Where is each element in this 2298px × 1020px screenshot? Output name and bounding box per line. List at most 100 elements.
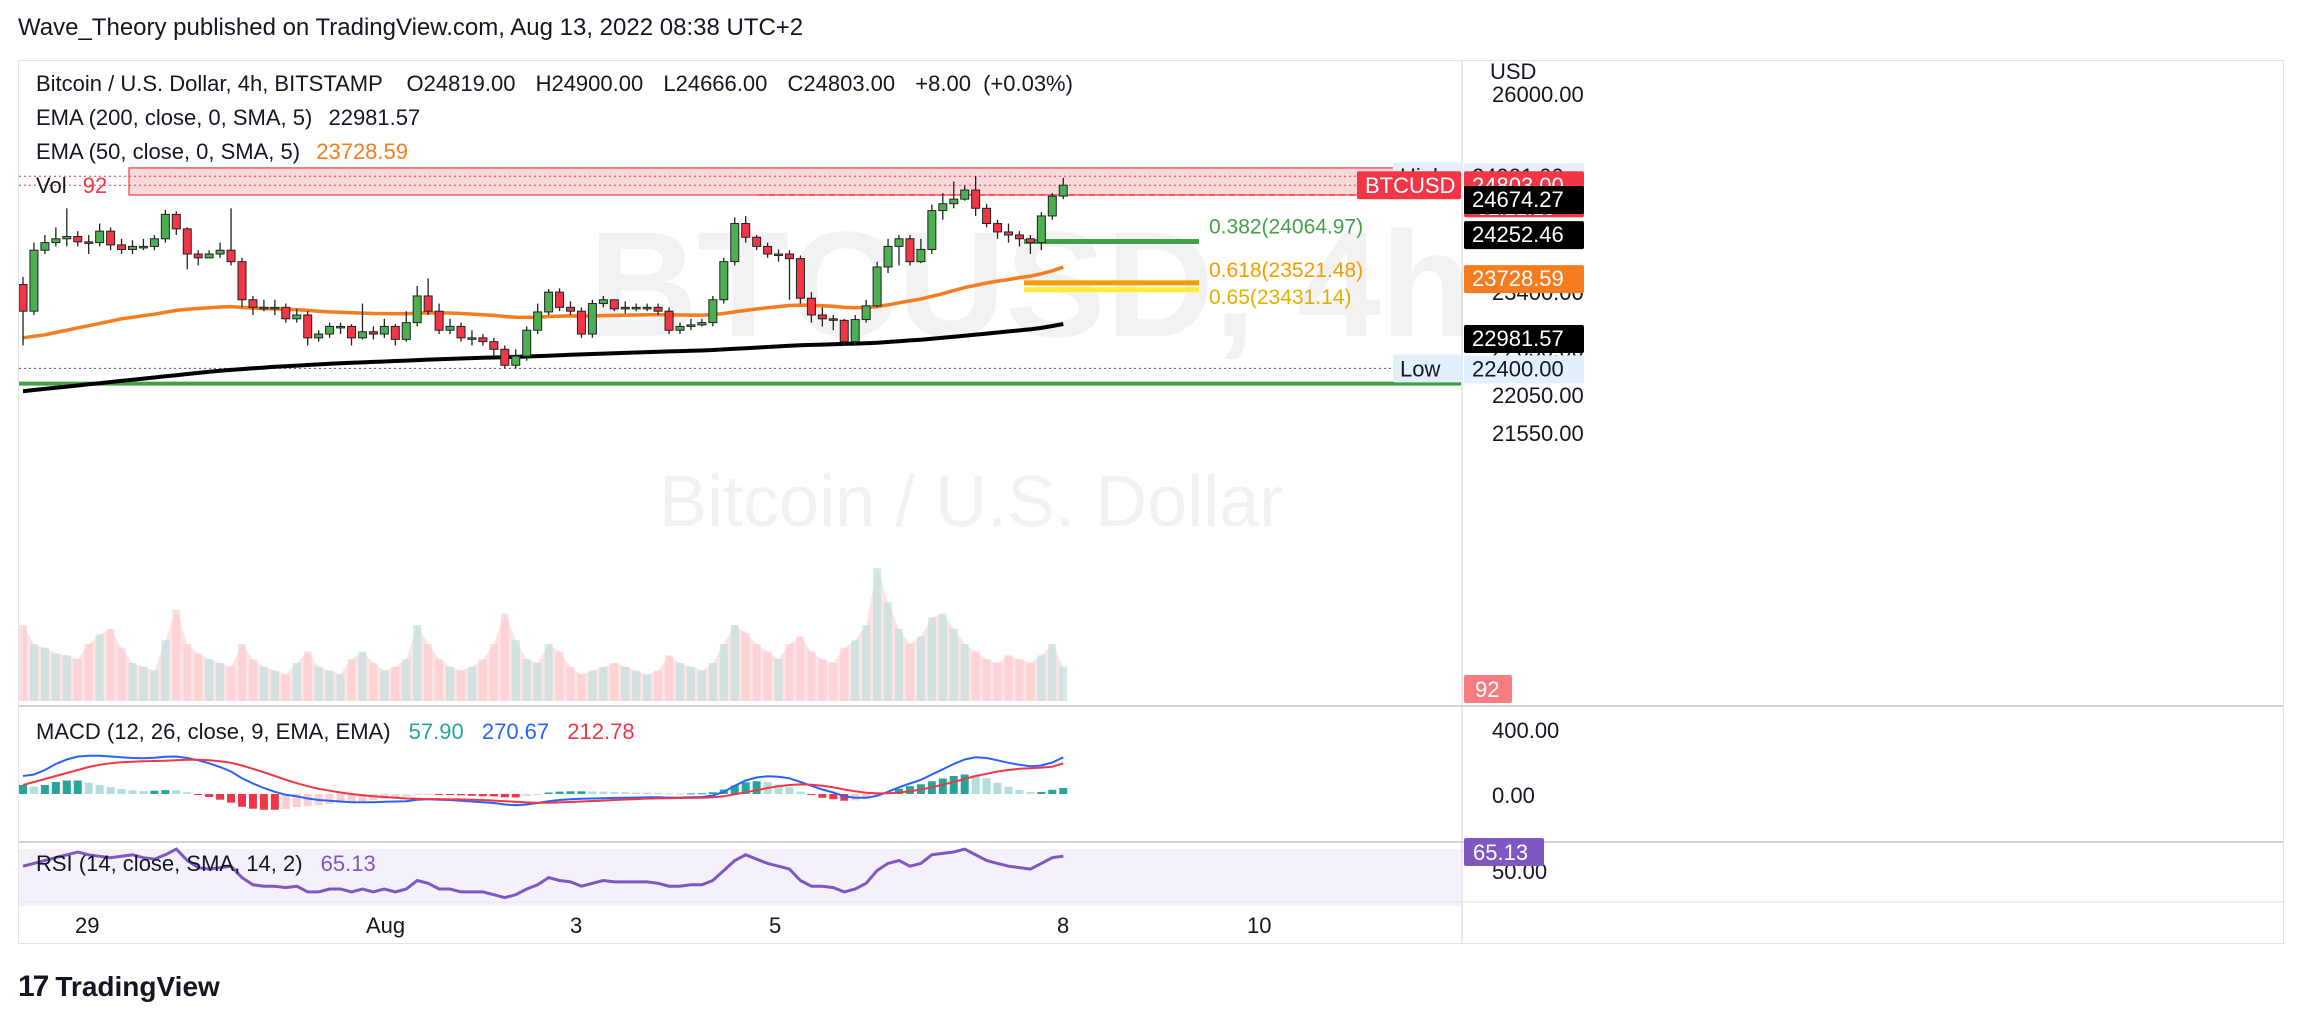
candle-body [653,306,663,312]
macd-histogram-bar [1048,789,1057,794]
macd-histogram-bar [161,790,170,794]
volume-bar [446,666,455,701]
volume-bar [960,644,969,701]
tradingview-logo[interactable]: 17 TradingView [18,970,220,1004]
candle-body [544,291,554,313]
volume-bar [489,644,498,701]
macd-line [22,754,1064,807]
volume-bar [708,663,717,701]
volume-bar [325,670,334,701]
macd-histogram-bar [1004,786,1013,794]
volume-bar [555,651,564,701]
rsi-value: 65.13 [320,851,376,876]
volume-bar [665,655,674,701]
macd-histogram-bar [697,793,706,795]
candle-body [237,261,247,301]
volume-bar [183,644,192,701]
macd-histogram-bar [741,782,750,794]
candle-body [795,258,805,299]
candle-body [1004,231,1013,236]
volume-bar [818,659,827,701]
macd-histogram-bar [183,792,192,794]
volume-bar [303,651,312,701]
volume-bar [106,628,115,701]
candle-body [128,245,137,250]
candle-body [368,331,378,335]
candle-body [927,210,937,250]
volume-bar [117,647,126,701]
ema50-price-tag: 23728.59 [1464,265,1584,294]
macd-histogram-bar [424,794,433,795]
candle-body [708,299,718,324]
volume-bar [785,644,794,701]
macd-histogram-bar [1037,791,1046,794]
candle-body [445,325,455,331]
candle-body [117,244,127,250]
candle-body [960,189,970,200]
volume-bar [139,666,148,701]
candle-body [817,314,827,320]
volume-bar [281,674,290,701]
fib-level-label: 0.382(24064.97) [1209,215,1363,238]
signal-line [22,758,1064,804]
volume-bar [873,568,882,701]
volume-bar [982,659,991,701]
volume-bar [676,663,684,701]
candle-body [642,306,652,310]
candle-body [872,266,882,307]
volume-bar [29,644,38,701]
volume-bar [895,628,903,701]
ema50-label: EMA (50, close, 0, SMA, 5) [36,139,301,164]
volume-bar [927,617,936,701]
macd-histogram-bar [818,794,827,798]
ema200-value: 22981.57 [328,105,421,130]
volume-bar [763,651,772,701]
volume-bar [478,659,487,701]
volume-bar [1037,655,1046,701]
candle-body [598,299,608,305]
macd-histogram-bar [139,791,148,794]
macd-histogram-bar [752,781,761,794]
candle-body [193,253,203,259]
candle-body [631,306,641,310]
volume-bar [84,644,93,701]
volume-bar [643,674,652,701]
candle-body [160,213,170,240]
volume-bar [774,659,783,701]
candle-body [182,228,192,255]
volume-bar [336,674,345,701]
time-label: Aug [366,913,405,938]
rsi-tag: 65.13 [1473,840,1528,865]
macd-histogram-bar [676,793,684,795]
candle-body [1014,234,1024,240]
candle-body [171,213,181,230]
candle-body [84,241,94,244]
volume-bar [829,663,838,701]
candle-body [511,355,521,366]
volume-bar [588,670,597,701]
volume-bar [851,640,860,701]
macd-histogram-bar [544,792,553,794]
candle-body [325,325,335,335]
macd-histogram-bar [457,794,465,796]
macd-histogram-bar [40,785,49,794]
macd-histogram-bar [478,794,487,797]
candle-body [916,248,926,263]
macd-histogram-bar [292,794,301,808]
macd-histogram-bar [905,786,914,794]
macd-histogram-bar [281,794,290,809]
candle-body [281,306,291,320]
volume-bar [599,666,608,701]
candle-body [752,236,762,247]
volume-bar [905,644,914,701]
legend-open: 24819.00 [423,71,516,96]
macd-histogram-bar [708,792,717,794]
macd-histogram-bar [982,778,991,794]
candle-body [675,325,685,331]
candle-body [533,311,543,331]
legend-ema50: EMA (50, close, 0, SMA, 5) 23728.59 [36,139,408,165]
volume-bar [227,666,236,701]
ema50-price-tag-bg [1464,265,1584,294]
